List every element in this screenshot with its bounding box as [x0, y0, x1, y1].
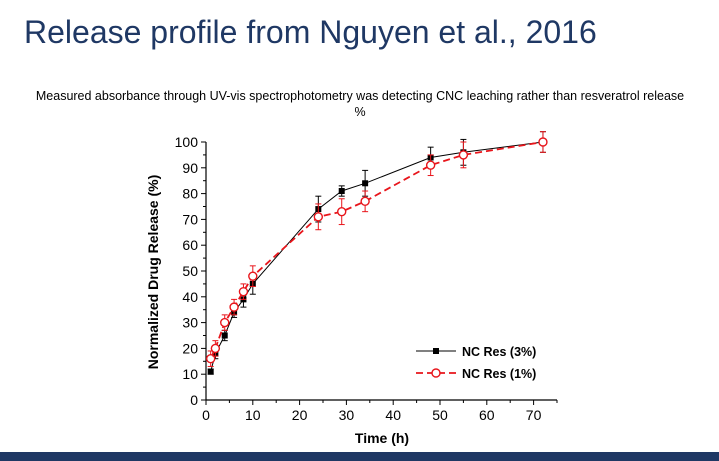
data-point — [238, 286, 249, 297]
y-tick-label: 40 — [182, 289, 198, 305]
data-point — [360, 196, 370, 207]
data-point — [220, 317, 230, 328]
data-point — [205, 354, 216, 364]
chart-series — [205, 131, 548, 375]
y-tick-label: 70 — [182, 211, 198, 227]
data-point — [338, 188, 345, 195]
x-axis-label: Time (h) — [355, 430, 409, 446]
legend-marker — [433, 348, 439, 354]
y-tick-label: 20 — [182, 340, 198, 356]
x-tick-label: 50 — [432, 407, 448, 423]
y-tick-label: 90 — [182, 160, 198, 176]
data-point — [538, 137, 548, 147]
x-tick-label: 20 — [292, 407, 308, 423]
y-axis-label: Normalized Drug Release (%) — [145, 175, 161, 370]
y-tick-label: 100 — [175, 134, 199, 150]
data-point — [313, 212, 324, 222]
series-line — [209, 141, 544, 360]
y-tick-label: 30 — [182, 315, 198, 331]
data-point — [207, 368, 214, 375]
slide-subtitle: Measured absorbance through UV-vis spect… — [35, 89, 685, 119]
x-tick-label: 10 — [245, 407, 261, 423]
slide-title: Release profile from Nguyen et al., 2016 — [24, 14, 597, 50]
y-tick-label: 10 — [182, 366, 198, 382]
x-tick-label: 60 — [479, 407, 495, 423]
y-tick-label: 50 — [182, 263, 198, 279]
x-tick-label: 70 — [526, 407, 542, 423]
data-point — [229, 302, 239, 312]
data-point — [210, 343, 221, 354]
data-point — [425, 160, 436, 170]
series-line — [210, 141, 544, 372]
data-point — [248, 271, 258, 281]
x-tick-label: 30 — [339, 407, 355, 423]
data-point — [337, 206, 347, 217]
chart-axes: 0 10 20 30 40 50 60 70 80 90 100 0 10 20 30 40 50 60 70 — [175, 134, 558, 423]
x-tick-label: 0 — [202, 407, 210, 423]
x-tick-label: 40 — [385, 407, 401, 423]
legend-label: NC Res (1%) — [462, 367, 536, 381]
data-point — [362, 180, 369, 187]
y-tick-label: 0 — [190, 392, 198, 408]
footer-bar — [0, 452, 719, 461]
series-2 — [205, 131, 548, 367]
data-point — [458, 150, 469, 160]
series-1 — [207, 131, 546, 375]
legend-label: NC Res (3%) — [462, 345, 536, 359]
y-tick-label: 60 — [182, 237, 198, 253]
y-tick-label: 80 — [182, 186, 198, 202]
data-point — [221, 332, 228, 339]
chart-legend: NC Res (3%) NC Res (1%) — [416, 345, 536, 381]
legend-marker — [431, 368, 441, 378]
